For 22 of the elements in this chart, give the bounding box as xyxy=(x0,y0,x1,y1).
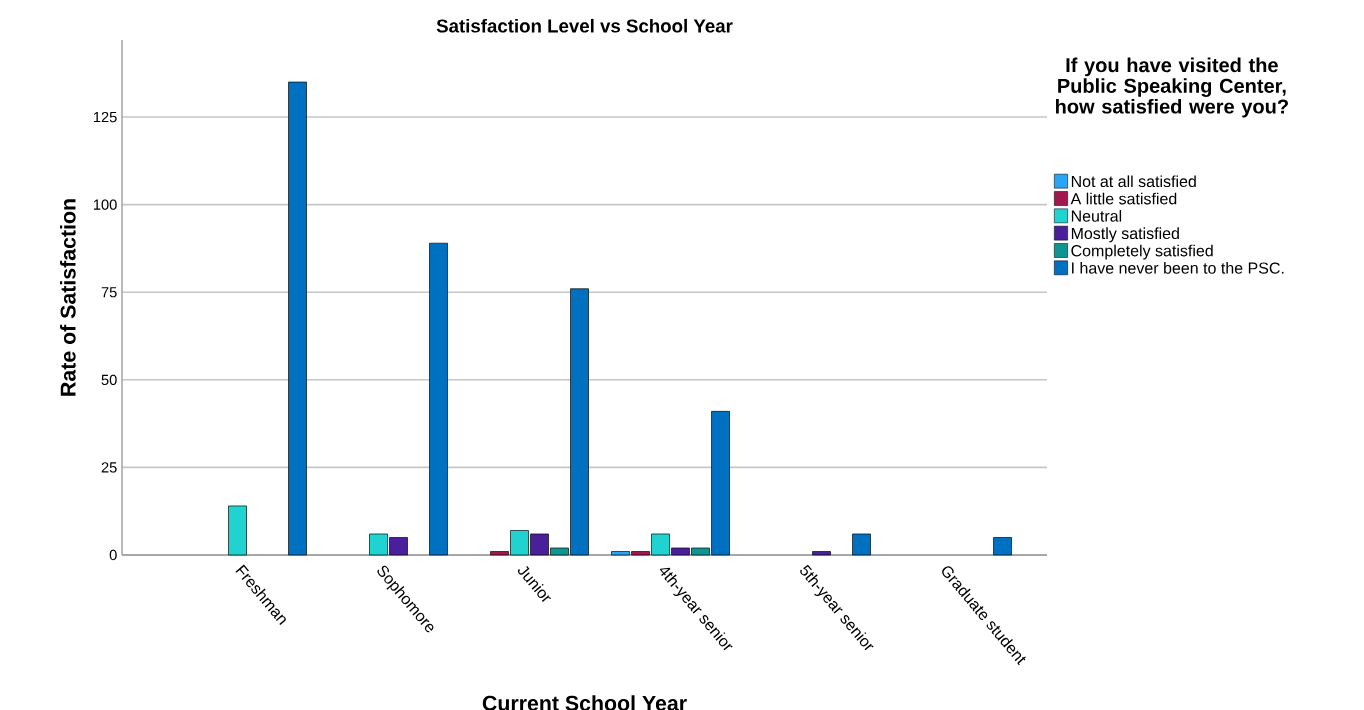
y-tick-label: 25 xyxy=(101,462,117,473)
bar xyxy=(993,537,1012,556)
y-tick-label: 100 xyxy=(93,199,117,210)
legend-label: Mostly satisfied xyxy=(1071,227,1179,243)
legend-label: A little satisfied xyxy=(1070,192,1177,205)
legend-label: Not at all satisfied xyxy=(1071,175,1196,188)
bar xyxy=(852,533,871,556)
y-tick-label: 50 xyxy=(101,374,117,386)
x-axis-title: Current School Year xyxy=(482,695,687,710)
chart-title: Satisfaction Level vs School Year xyxy=(436,18,733,33)
y-tick-label: 75 xyxy=(101,287,117,298)
legend-label: Completely satisfied xyxy=(1071,244,1213,260)
legend-title: If you have visited the Public Speaking Center, how satisfied were you? xyxy=(1056,57,1288,118)
legend-label: Neutral xyxy=(1071,210,1122,222)
y-tick-label: 125 xyxy=(93,111,117,123)
y-axis-title: Rate of Satisfaction xyxy=(60,199,76,396)
y-tick-label: 0 xyxy=(109,549,117,561)
bar xyxy=(228,505,247,556)
bar xyxy=(288,81,307,556)
bar xyxy=(429,242,448,556)
bar xyxy=(812,551,831,556)
legend-label: I have never been to the PSC. xyxy=(1072,262,1284,274)
